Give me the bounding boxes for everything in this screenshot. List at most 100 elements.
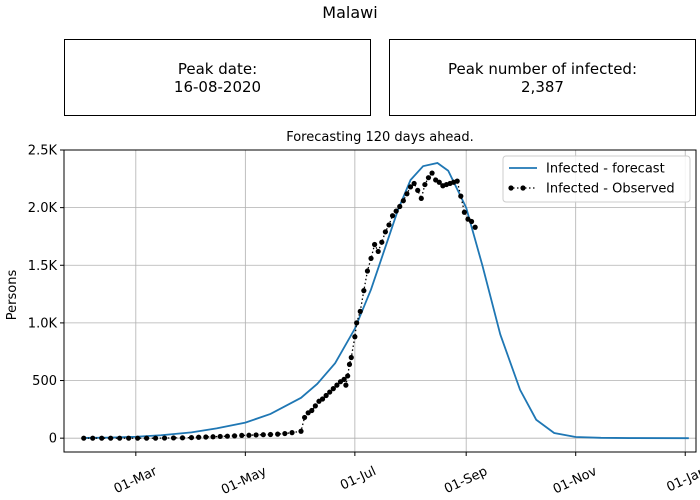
legend-entry-label: Infected - forecast: [546, 162, 665, 177]
observed-point: [312, 403, 318, 409]
observed-point: [341, 376, 347, 382]
observed-point: [217, 433, 223, 440]
observed-point: [458, 193, 464, 199]
observed-point: [379, 239, 385, 245]
observed-point: [152, 435, 159, 441]
observed-point: [407, 184, 414, 190]
observed-point: [368, 255, 374, 261]
observed-point: [461, 209, 467, 215]
observed-point: [99, 435, 105, 441]
observed-point: [468, 218, 475, 225]
observed-point: [282, 430, 288, 437]
forecast-line: [83, 162, 689, 440]
legend-box: [502, 155, 691, 203]
observed-point: [253, 432, 259, 438]
x-tick-label: 01-Jul: [338, 464, 378, 494]
observed-point: [454, 178, 460, 184]
observed-point: [203, 434, 209, 440]
observed-point: [372, 241, 378, 248]
x-tick-label: 01-Jan: [665, 464, 700, 495]
peak-date-value: 16-08-2020: [173, 77, 262, 96]
observed-point: [352, 334, 358, 340]
observed-point: [357, 308, 363, 314]
chart-title: Forecasting 120 days ahead.: [286, 130, 474, 145]
peak-infected-value: 2,387: [521, 77, 564, 96]
observed-point: [418, 195, 424, 202]
observed-point: [196, 434, 202, 440]
observed-point: [343, 382, 349, 388]
observed-point: [90, 435, 96, 441]
y-tick-label: 0: [49, 432, 57, 447]
peak-date-label: Peak date:: [177, 59, 258, 78]
observed-point: [334, 382, 340, 388]
y-tick-label: 2.0K: [28, 201, 58, 216]
x-tick-label: 01-Nov: [551, 464, 600, 497]
observed-point: [323, 392, 329, 399]
legend-observed-marker: [520, 185, 526, 191]
observed-point: [267, 431, 274, 438]
observed-point: [327, 389, 333, 395]
observed-point: [161, 435, 168, 441]
observed-point: [319, 396, 326, 402]
observed-point: [361, 288, 367, 294]
observed-point: [400, 198, 406, 204]
observed-point: [382, 229, 388, 235]
observed-point: [170, 435, 177, 441]
plot-frame: [63, 149, 697, 453]
observed-point: [239, 432, 245, 439]
observed-point: [289, 430, 295, 436]
y-tick-label: 1.5K: [28, 259, 58, 274]
figure-title: Malawi: [322, 3, 378, 22]
legend-entry-label: Infected - Observed: [546, 182, 675, 197]
observed-point: [411, 180, 417, 187]
y-tick-label: 2.5K: [28, 144, 58, 159]
observed-point: [246, 432, 252, 438]
observed-point: [126, 435, 132, 441]
observed-point: [397, 203, 403, 210]
y-tick-label: 1.0K: [28, 316, 58, 331]
observed-point: [298, 428, 304, 434]
observed-point: [309, 407, 315, 414]
observed-point: [188, 434, 195, 441]
observed-point: [143, 435, 150, 441]
y-tick-label: 500: [32, 374, 57, 389]
observed-point: [375, 248, 381, 255]
peak-infected-box: Peak number of infected: 2,387: [389, 39, 696, 116]
observed-point: [135, 435, 141, 441]
observed-point: [393, 208, 399, 214]
observed-point: [364, 268, 371, 274]
observed-point: [425, 175, 432, 181]
observed-point: [345, 373, 351, 379]
peak-infected-label: Peak number of infected:: [447, 59, 638, 78]
observed-point: [108, 435, 114, 441]
observed-point: [348, 354, 354, 361]
legend: Infected - forecast Infected - Observed: [502, 155, 691, 203]
observed-point: [330, 386, 336, 392]
observed-point: [429, 170, 435, 176]
observed-point: [275, 431, 281, 437]
observed-line: [83, 171, 476, 439]
observed-point: [404, 191, 410, 197]
observed-point: [346, 361, 353, 367]
x-tick-label: 01-Mar: [112, 464, 160, 497]
observed-point: [472, 224, 478, 230]
observed-point: [301, 414, 308, 421]
peak-date-box: Peak date: 16-08-2020: [64, 39, 371, 116]
observed-point: [422, 181, 428, 188]
x-tick-label: 01-Sep: [442, 464, 490, 497]
observed-point: [260, 432, 266, 438]
observed-point: [81, 435, 87, 441]
observed-point: [354, 320, 360, 326]
observed-point: [224, 433, 230, 439]
x-tick-label: 01-May: [219, 464, 269, 498]
observed-point: [210, 434, 216, 440]
observed-point: [436, 179, 442, 185]
legend-observed-marker: [508, 185, 514, 191]
observed-point: [386, 222, 392, 228]
observed-point: [415, 187, 421, 193]
observed-point: [117, 435, 123, 441]
y-axis-label: Persons: [5, 270, 20, 321]
observed-point: [179, 435, 186, 441]
observed-point: [231, 433, 238, 439]
